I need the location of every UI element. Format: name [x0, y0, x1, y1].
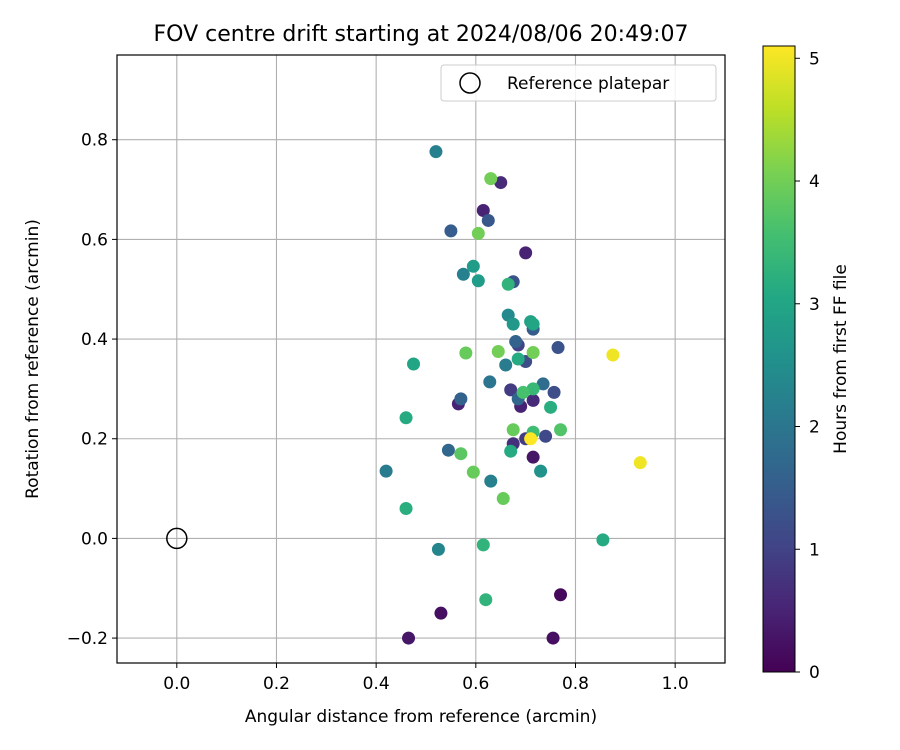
data-point [499, 358, 513, 372]
data-point [596, 533, 610, 547]
data-point [511, 352, 525, 366]
data-point [496, 492, 510, 506]
data-point [546, 631, 560, 645]
colorbar-ticks: 0 1 2 3 4 5 [795, 49, 820, 683]
colorbar-tick-label: 4 [809, 172, 820, 192]
x-tick-label: 0.2 [263, 674, 290, 694]
y-tick-label: 0.6 [81, 230, 108, 250]
data-point [456, 267, 470, 281]
data-point [434, 606, 448, 620]
colorbar-gradient [762, 45, 796, 673]
data-point [494, 176, 508, 190]
data-point [501, 277, 515, 291]
data-point [516, 385, 530, 399]
legend-marker-circle [459, 72, 481, 94]
data-point [399, 411, 413, 425]
scatter-points [379, 145, 647, 645]
reference-marker [166, 527, 188, 550]
data-point [466, 259, 480, 273]
data-point [524, 432, 538, 446]
y-axis-label: Rotation from reference (arcmin) [23, 219, 43, 499]
y-tick-label: 0.8 [81, 131, 108, 151]
data-point [506, 423, 520, 437]
data-point [476, 538, 490, 552]
data-point [547, 385, 561, 399]
y-tick-label: 0.0 [81, 529, 108, 549]
chart-title: FOV centre drift starting at 2024/08/06 … [154, 22, 689, 47]
data-point [554, 423, 568, 437]
data-point [481, 213, 495, 227]
data-point [471, 226, 485, 240]
x-tick-label: 0.4 [363, 674, 390, 694]
data-point [544, 400, 558, 414]
data-point [526, 393, 540, 407]
legend-box [440, 64, 717, 102]
x-tick-label: 1.0 [662, 674, 689, 694]
data-point [483, 375, 497, 389]
data-point [519, 246, 533, 260]
colorbar-tick-label: 5 [809, 49, 820, 69]
grid-lines [117, 55, 725, 663]
colorbar-tick-label: 3 [809, 295, 820, 315]
data-point [379, 464, 393, 478]
data-point [431, 542, 445, 556]
data-point [606, 348, 620, 362]
plot-area-frame [116, 54, 726, 664]
data-point [526, 317, 540, 331]
data-point [459, 346, 473, 360]
data-point [509, 335, 523, 349]
reference-point [166, 527, 188, 550]
colorbar-label: Hours from first FF file [831, 264, 851, 454]
data-point [504, 444, 518, 458]
y-axis-ticks: −0.2 0.0 0.2 0.4 0.6 0.8 [67, 131, 117, 649]
data-point [454, 392, 468, 406]
data-point [491, 345, 505, 359]
x-axis-ticks: 0.0 0.2 0.4 0.6 0.8 1.0 [163, 663, 689, 694]
data-point [407, 357, 421, 371]
data-point [444, 224, 458, 238]
y-tick-label: −0.2 [67, 629, 108, 649]
y-tick-label: 0.2 [81, 430, 108, 450]
data-point [526, 450, 540, 464]
data-point [441, 443, 455, 457]
legend-label: Reference platepar [507, 74, 669, 94]
data-point [534, 464, 548, 478]
x-tick-label: 0.8 [562, 674, 589, 694]
data-point [633, 456, 647, 470]
data-point [504, 383, 518, 397]
data-point [526, 382, 540, 396]
data-point [484, 474, 498, 488]
legend: Reference platepar [440, 64, 717, 102]
x-tick-label: 0.0 [163, 674, 190, 694]
data-point [429, 145, 443, 159]
x-axis-label: Angular distance from reference (arcmin) [245, 707, 597, 727]
data-point [466, 465, 480, 479]
colorbar-tick-label: 2 [809, 418, 820, 438]
data-point [539, 429, 553, 443]
data-point [484, 172, 498, 186]
colorbar-tick-label: 1 [809, 540, 820, 560]
x-tick-label: 0.6 [462, 674, 489, 694]
data-point [554, 588, 568, 602]
data-point [454, 447, 468, 461]
colorbar: 0 1 2 3 4 5 Hours from first FF file [762, 45, 851, 683]
data-point [402, 631, 416, 645]
y-tick-label: 0.4 [81, 330, 108, 350]
data-point [551, 341, 565, 355]
data-point [506, 317, 520, 331]
colorbar-tick-label: 0 [809, 663, 820, 683]
data-point [479, 593, 493, 607]
data-point [471, 274, 485, 288]
data-point [476, 203, 490, 217]
data-point [526, 346, 540, 360]
data-point [536, 377, 550, 391]
data-point [399, 502, 413, 516]
